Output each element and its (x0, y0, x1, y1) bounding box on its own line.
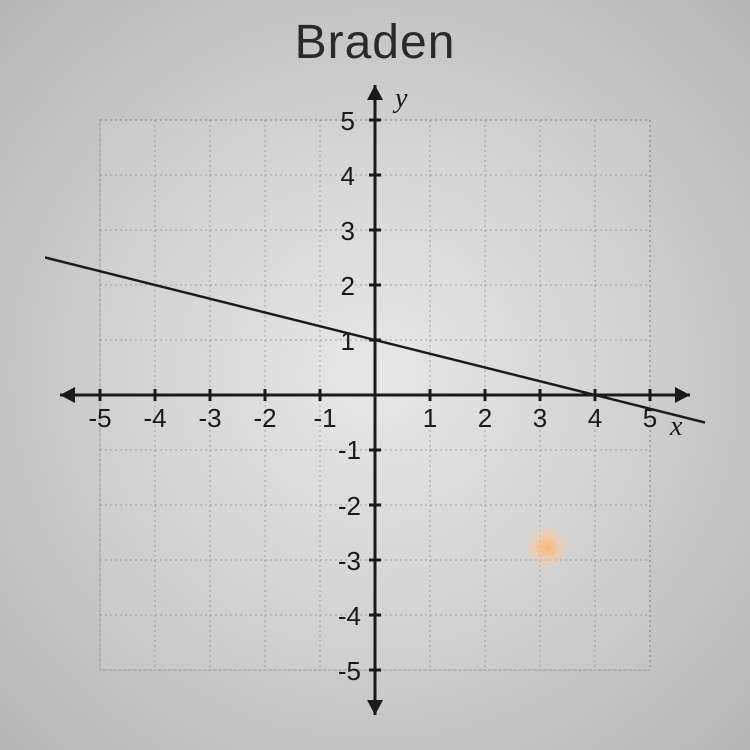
y-tick-label: -3 (338, 546, 361, 576)
x-tick-label: -5 (88, 403, 111, 433)
x-tick-label: 3 (533, 403, 547, 433)
y-tick-label: -1 (338, 435, 361, 465)
y-tick-label: 3 (341, 216, 355, 246)
y-tick-label: -4 (338, 601, 361, 631)
coordinate-plane: -5 -4 -3 -2 -1 1 2 3 4 5 5 4 3 2 1 -1 -2… (45, 75, 705, 725)
x-tick-label: -2 (253, 403, 276, 433)
x-tick-label: -4 (143, 403, 166, 433)
x-tick-label: 2 (478, 403, 492, 433)
y-tick-label: -2 (338, 491, 361, 521)
chart-title: Braden (295, 15, 456, 70)
y-axis-label: y (392, 83, 408, 114)
x-axis-arrow-left (60, 387, 75, 403)
y-tick-label: 1 (341, 326, 355, 356)
x-axis-arrow-right (675, 387, 690, 403)
graph-container: -5 -4 -3 -2 -1 1 2 3 4 5 5 4 3 2 1 -1 -2… (45, 75, 705, 725)
y-tick-label: -5 (338, 656, 361, 686)
x-tick-label: 1 (423, 403, 437, 433)
x-tick-label: -1 (313, 403, 336, 433)
x-tick-label: 4 (588, 403, 602, 433)
x-tick-label: -3 (198, 403, 221, 433)
y-tick-label: 5 (341, 106, 355, 136)
y-axis-arrow-up (367, 85, 383, 100)
y-axis-arrow-down (367, 700, 383, 715)
y-tick-label: 4 (341, 161, 355, 191)
y-tick-label: 2 (341, 271, 355, 301)
